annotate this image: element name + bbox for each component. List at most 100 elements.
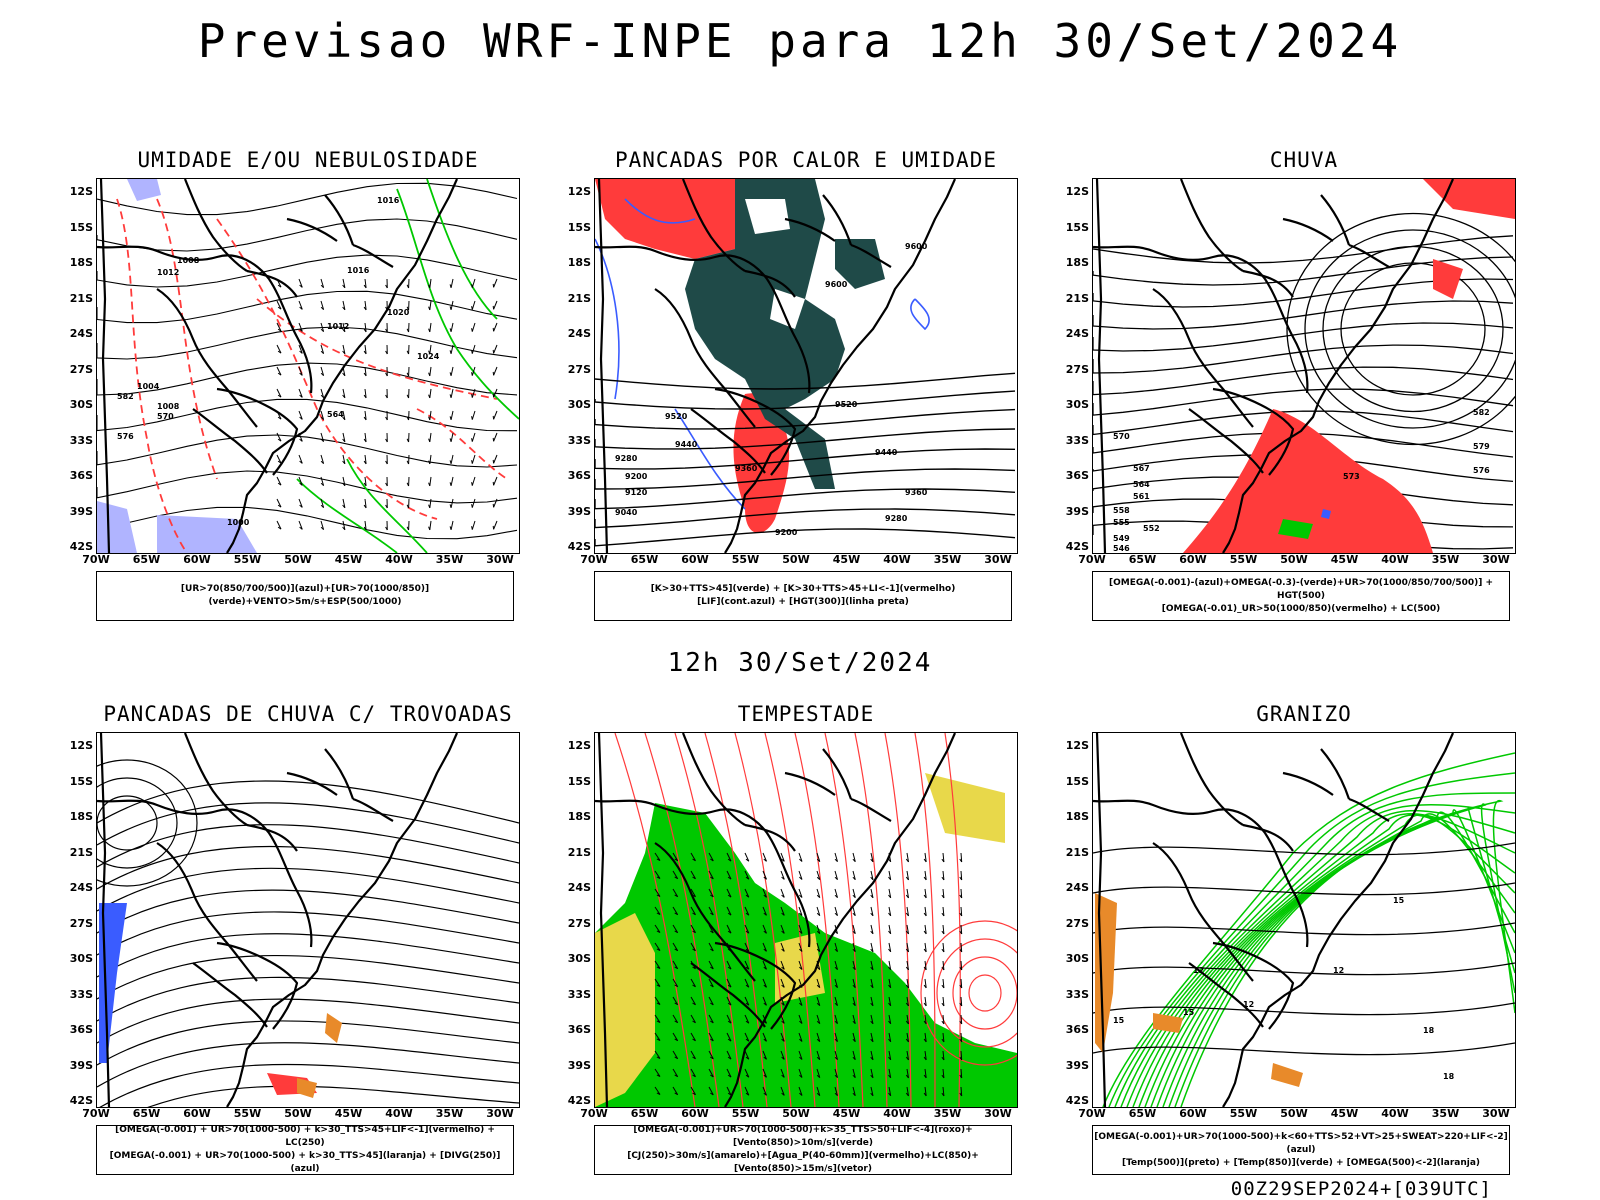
wind-vectors bbox=[276, 278, 498, 531]
svg-text:12: 12 bbox=[1193, 966, 1204, 975]
lat-label-42S: 42S bbox=[69, 540, 93, 553]
lat-label-33S: 33S bbox=[567, 987, 591, 1001]
temp-500-contours bbox=[1093, 842, 1515, 1056]
lon-label-70W: 70W bbox=[82, 553, 110, 566]
lat-label-36S: 36S bbox=[567, 1023, 591, 1036]
lon-label-35W: 35W bbox=[933, 553, 962, 566]
lon-label-50W: 50W bbox=[782, 1107, 810, 1120]
political-borders bbox=[1093, 179, 1455, 553]
lat-label-39S: 39S bbox=[1065, 1058, 1089, 1072]
legend-line-3-0: [OMEGA(-0.001) + UR>70(1000-500) + k>30_… bbox=[115, 1125, 495, 1148]
temp-850-contours bbox=[1102, 752, 1515, 1107]
svg-text:18: 18 bbox=[1423, 1026, 1435, 1035]
contour-labels: 12 12 15 15 18 18 15 12 bbox=[1113, 896, 1455, 1081]
lon-label-70W: 70W bbox=[1078, 553, 1106, 566]
lat-label-15S: 15S bbox=[567, 220, 591, 234]
lat-label-24S: 24S bbox=[567, 327, 591, 340]
svg-text:9280: 9280 bbox=[615, 454, 638, 463]
lat-label-42S: 42S bbox=[567, 1094, 591, 1107]
lon-label-60W: 60W bbox=[681, 553, 709, 566]
svg-text:1008: 1008 bbox=[157, 402, 180, 411]
humidity-areas bbox=[97, 179, 257, 553]
valid-time-subtitle: 12h 30/Set/2024 bbox=[667, 648, 933, 678]
svg-text:570: 570 bbox=[1113, 432, 1130, 441]
svg-text:15: 15 bbox=[1393, 896, 1405, 905]
lon-label-60W: 60W bbox=[183, 553, 211, 566]
map-graphic-4 bbox=[595, 733, 1017, 1107]
lat-label-21S: 21S bbox=[1065, 845, 1089, 859]
svg-text:1000: 1000 bbox=[227, 518, 250, 527]
lat-label-39S: 39S bbox=[69, 504, 93, 518]
lat-label-27S: 27S bbox=[69, 916, 93, 930]
lat-label-39S: 39S bbox=[69, 1058, 93, 1072]
map-graphic-0: 1016 1008 1012 1016 1020 1024 1012 1008 1004 1000… bbox=[97, 179, 519, 553]
map-graphic-5: 12 12 15 15 18 18 15 12 bbox=[1093, 733, 1515, 1107]
svg-text:564: 564 bbox=[1133, 480, 1150, 489]
lat-label-36S: 36S bbox=[1065, 469, 1089, 482]
legend-line-5-0: [OMEGA(-0.001)+UR>70(1000-500)+k<60+TTS>… bbox=[1094, 1131, 1508, 1155]
map-panel-2: 582 579 576 573 570 567 564 561 558 555 552 549 546 bbox=[1092, 178, 1516, 554]
svg-text:576: 576 bbox=[1473, 466, 1490, 475]
legend-1: [K>30+TTS>45](verde) + [K>30+TTS>45+LI<-… bbox=[594, 571, 1012, 621]
lat-label-12S: 12S bbox=[1065, 185, 1089, 198]
lon-label-30W: 30W bbox=[984, 553, 1012, 566]
lon-label-30W: 30W bbox=[984, 1107, 1012, 1120]
svg-text:9040: 9040 bbox=[615, 508, 638, 517]
legend-line-5-1: [Temp(500)](preto) + [Temp(850)](verde) … bbox=[1121, 1157, 1481, 1168]
svg-text:12: 12 bbox=[1243, 1000, 1254, 1009]
lat-label-18S: 18S bbox=[1065, 256, 1089, 269]
lat-label-39S: 39S bbox=[567, 504, 591, 518]
lat-label-27S: 27S bbox=[1065, 916, 1089, 930]
lon-label-65W: 65W bbox=[132, 553, 161, 566]
lon-label-55W: 55W bbox=[1229, 1107, 1258, 1120]
svg-text:1008: 1008 bbox=[177, 256, 200, 265]
legend-2: [OMEGA(-0.001)-(azul)+OMEGA(-0.3)-(verde… bbox=[1092, 571, 1510, 621]
lon-label-35W: 35W bbox=[435, 553, 464, 566]
lon-label-70W: 70W bbox=[580, 553, 608, 566]
rain-green bbox=[1278, 519, 1313, 539]
lat-label-36S: 36S bbox=[567, 469, 591, 482]
lon-label-60W: 60W bbox=[681, 1107, 709, 1120]
contour-labels: 1016 1008 1012 1016 1020 1024 1012 1008 1004 1000… bbox=[117, 196, 440, 527]
lat-label-42S: 42S bbox=[69, 1094, 93, 1107]
lon-label-35W: 35W bbox=[933, 1107, 962, 1120]
legend-line-1-0: [K>30+TTS>45](verde) + [K>30+TTS>45+LI<-… bbox=[650, 584, 956, 594]
lon-label-40W: 40W bbox=[1381, 553, 1409, 566]
panel-title-2: CHUVA bbox=[1269, 148, 1339, 172]
lon-label-55W: 55W bbox=[233, 1107, 262, 1120]
lat-label-21S: 21S bbox=[69, 291, 93, 305]
storm-orange bbox=[297, 1013, 342, 1098]
lat-label-18S: 18S bbox=[1065, 810, 1089, 823]
legend-line-4-1: [CJ(250)>30m/s](amarelo)+[Agua_P(40-60mm… bbox=[627, 1151, 979, 1174]
lat-label-12S: 12S bbox=[69, 739, 93, 752]
lat-label-21S: 21S bbox=[1065, 291, 1089, 305]
lat-label-24S: 24S bbox=[69, 327, 93, 340]
lat-label-36S: 36S bbox=[69, 469, 93, 482]
lon-label-30W: 30W bbox=[486, 1107, 514, 1120]
legend-line-3-1: [OMEGA(-0.001) + UR>70(1000-500) + k>30_… bbox=[109, 1151, 501, 1174]
panel-title-4: TEMPESTADE bbox=[737, 702, 875, 726]
svg-text:9600: 9600 bbox=[905, 242, 928, 251]
lon-label-65W: 65W bbox=[630, 553, 659, 566]
lat-label-15S: 15S bbox=[1065, 220, 1089, 234]
lc-850-streamlines bbox=[614, 733, 1017, 1107]
lat-label-33S: 33S bbox=[69, 433, 93, 447]
lat-label-15S: 15S bbox=[69, 774, 93, 788]
legend-line-2-1: [OMEGA(-0.01)_UR>50(1000/850)(vermelho) … bbox=[1161, 603, 1441, 614]
streamlines-250 bbox=[97, 759, 519, 1107]
lat-label-21S: 21S bbox=[69, 845, 93, 859]
panel-title-1: PANCADAS POR CALOR E UMIDADE bbox=[614, 148, 997, 172]
lat-label-21S: 21S bbox=[567, 845, 591, 859]
political-borders bbox=[595, 733, 957, 1107]
map-panel-5: 12 12 15 15 18 18 15 12 bbox=[1092, 732, 1516, 1108]
svg-text:12: 12 bbox=[1333, 966, 1344, 975]
lat-label-24S: 24S bbox=[1065, 881, 1089, 894]
svg-text:9200: 9200 bbox=[775, 528, 798, 537]
lon-label-35W: 35W bbox=[435, 1107, 464, 1120]
map-panel-4 bbox=[594, 732, 1018, 1108]
lon-label-55W: 55W bbox=[731, 553, 760, 566]
svg-text:9520: 9520 bbox=[835, 400, 858, 409]
lon-label-70W: 70W bbox=[82, 1107, 110, 1120]
lat-label-12S: 12S bbox=[567, 185, 591, 198]
